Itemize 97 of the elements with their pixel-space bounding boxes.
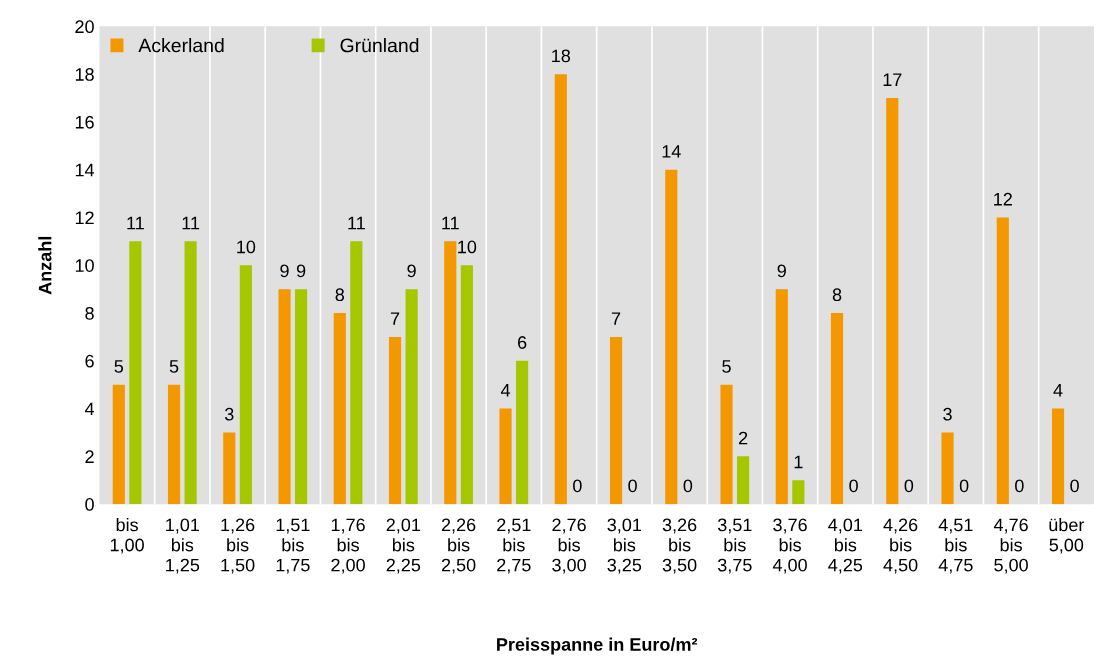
x-tick-label: 2,76 bis 3,00 <box>552 518 586 574</box>
data-label: 9 <box>777 264 786 278</box>
bar <box>129 241 142 505</box>
bar <box>886 98 899 505</box>
bar <box>112 384 125 505</box>
bar <box>460 265 473 505</box>
y-tick-label: 18 <box>75 68 94 81</box>
bar <box>996 217 1009 505</box>
bar <box>554 74 567 505</box>
y-tick-label: 20 <box>75 20 94 34</box>
x-tick-label: 2,01 bis 2,25 <box>386 518 421 574</box>
data-label: 0 <box>1070 479 1079 493</box>
bar <box>1051 408 1065 505</box>
data-label: 8 <box>335 288 345 302</box>
bar <box>278 289 291 505</box>
data-label: 8 <box>832 288 842 302</box>
data-label: 3 <box>943 407 952 421</box>
data-label: 2 <box>739 431 748 445</box>
bar <box>720 384 733 505</box>
legend-label: Ackerland <box>138 38 224 53</box>
y-tick-label: 4 <box>84 402 95 416</box>
x-tick-label: bis 1,00 <box>110 518 144 554</box>
data-label: 0 <box>573 479 582 493</box>
x-tick-label: 4,01 bis 4,25 <box>828 518 863 574</box>
bar <box>388 336 402 505</box>
data-label: 11 <box>127 216 144 230</box>
bar <box>775 289 788 505</box>
y-tick-label: 12 <box>75 211 94 225</box>
data-label: 0 <box>628 479 637 493</box>
y-tick-label: 10 <box>75 259 94 272</box>
data-label: 0 <box>959 479 969 493</box>
x-tick-label: 4,76 bis 5,00 <box>993 518 1028 574</box>
data-label: 10 <box>237 240 256 254</box>
y-tick-label: 8 <box>85 306 94 320</box>
bar <box>941 432 954 505</box>
data-label: 7 <box>611 312 621 325</box>
data-label: 11 <box>182 216 200 230</box>
data-label: 10 <box>458 240 477 254</box>
x-tick-label: 1,76 bis 2,00 <box>331 518 365 574</box>
bar <box>499 408 512 505</box>
data-label: 12 <box>994 192 1012 206</box>
data-label: 7 <box>390 312 400 325</box>
bar <box>184 241 197 505</box>
x-axis-title: Preisspanne in Euro/m² <box>497 637 698 655</box>
data-label: 14 <box>662 145 681 158</box>
data-label: 0 <box>904 479 914 493</box>
bar <box>405 289 418 505</box>
data-label: 3 <box>224 407 234 421</box>
bar <box>444 241 457 505</box>
x-tick-label: 2,26 bis 2,50 <box>441 518 476 574</box>
bar <box>239 265 252 505</box>
data-label: 11 <box>348 216 365 230</box>
data-label: 1 <box>794 455 803 469</box>
data-label: 5 <box>169 360 179 373</box>
x-tick-label: 4,51 bis 4,75 <box>938 518 973 574</box>
data-label: 9 <box>407 264 416 278</box>
data-label: 5 <box>722 360 731 373</box>
y-tick-label: 0 <box>85 498 94 511</box>
y-tick-label: 2 <box>85 450 94 463</box>
x-tick-label: 3,76 bis 4,00 <box>772 518 807 574</box>
x-tick-label: 4,26 bis 4,50 <box>883 518 918 574</box>
y-tick-label: 14 <box>75 163 95 177</box>
bar <box>350 241 363 505</box>
data-label: 5 <box>114 360 124 373</box>
bar <box>223 432 236 505</box>
data-label: 0 <box>849 479 858 493</box>
bar <box>737 456 750 505</box>
bar <box>609 336 623 505</box>
data-label: 4 <box>500 384 511 397</box>
data-label: 18 <box>552 49 571 63</box>
x-tick-label: 1,01 bis 1,25 <box>166 518 200 574</box>
data-label: 0 <box>1015 479 1024 493</box>
bar <box>830 313 844 505</box>
bar <box>516 360 529 505</box>
x-tick-label: 3,01 bis 3,25 <box>607 518 642 574</box>
x-tick-label: 1,26 bis 1,50 <box>221 518 255 574</box>
x-tick-label: 3,51 bis 3,75 <box>717 518 752 574</box>
bar <box>167 384 181 505</box>
x-tick-label: 3,26 bis 3,50 <box>662 518 697 574</box>
x-tick-label: 2,51 bis 2,75 <box>497 518 531 574</box>
x-tick-label: 1,51 bis 1,75 <box>276 518 310 574</box>
data-label: 11 <box>442 216 459 230</box>
bar <box>665 169 678 505</box>
data-label: 9 <box>280 264 289 278</box>
y-tick-label: 16 <box>75 115 94 129</box>
data-label: 17 <box>883 73 902 86</box>
x-tick-label: über 5,00 <box>1049 518 1085 554</box>
bar <box>295 289 308 505</box>
y-axis-title: Anzahl <box>38 236 52 295</box>
legend-label: Grünland <box>340 38 419 53</box>
bar <box>792 480 805 505</box>
data-label: 0 <box>683 479 693 493</box>
y-tick-label: 6 <box>85 354 94 368</box>
bar <box>333 313 346 505</box>
data-label: 4 <box>1053 384 1063 397</box>
data-label: 9 <box>296 264 306 278</box>
data-label: 6 <box>518 336 527 349</box>
